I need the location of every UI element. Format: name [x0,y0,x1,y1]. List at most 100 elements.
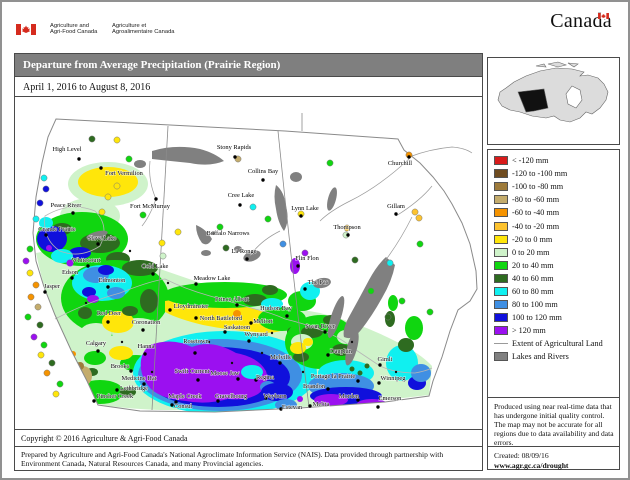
station-dot [426,308,434,316]
station-dot [98,208,106,216]
minor-station-dot [270,331,274,335]
legend-item: -60 to -40 mm [494,206,617,219]
city-dot [261,178,265,182]
legend-color-swatch [494,169,508,179]
city-dot [235,303,239,307]
city-label: Moose Jaw [211,370,240,377]
city-dot [77,157,81,161]
city-dot [194,282,198,286]
legend-list: < -120 mm -120 to -100 mm -100 to -80 mm -8… [494,154,617,364]
canada-flag-icon [16,24,36,35]
station-dot [32,281,40,289]
station-dot [48,359,56,367]
city-label: Red Deer [97,310,122,317]
station-dot [416,240,424,248]
city-dot [285,314,289,318]
city-dot [377,381,381,385]
station-dot [384,313,392,321]
city-dot [326,353,330,357]
copyright-text: Copyright © 2016 Agriculture & Agri-Food… [15,429,482,446]
legend-line-swatch [494,343,508,345]
legend-item: -100 to -80 mm [494,180,617,193]
legend-color-swatch [494,300,508,310]
legend-label: -80 to -60 mm [512,195,560,205]
city-dot [193,351,197,355]
legend-item: -120 to -100 mm [494,167,617,180]
city-label: Thompson [333,224,361,231]
city-label: Whitecourt [72,257,101,264]
legend-color-swatch [494,326,508,336]
legend-color-swatch [494,208,508,218]
city-layer: High Level Fort Vermilion Stony Rapids Coll… [38,144,413,412]
dept-name-french: Agriculture et Agroalimentaire Canada [112,23,175,36]
legend-label: 20 to 40 mm [512,260,554,270]
city-label: Cree Lake [228,192,255,199]
legend-item: -20 to 0 mm [494,233,617,246]
city-dot [308,404,312,408]
city-label: Fort McMurray [130,203,171,210]
city-label: Emerson [379,395,403,402]
city-dot [346,233,350,237]
station-dot [326,159,334,167]
legend-color-swatch [494,156,508,166]
station-dot [40,174,48,182]
city-dot [142,382,146,386]
station-dot [301,249,309,257]
legend-label: -20 to 0 mm [512,234,553,244]
city-label: Estevan [282,404,303,411]
station-dot [264,215,272,223]
city-label: Flin Flon [295,255,319,262]
legend-item: > 120 mm [494,324,617,337]
station-dot [113,136,121,144]
city-label: Collins Bay [248,168,279,175]
city-dot [115,388,119,392]
city-label: High Level [53,146,82,153]
station-dot [139,211,147,219]
legend-label: 100 to 120 mm [512,313,562,323]
station-dot [216,223,224,231]
minor-station-dot [394,370,398,374]
station-dot [22,257,30,265]
legend-item: Extent of Agricultural Land [494,337,617,350]
city-label: Swan River [305,323,336,330]
station-dot [104,193,112,201]
station-dot [351,256,359,264]
drought-url: www.agr.gc.ca/drought [494,461,569,470]
station-dot [30,333,38,341]
city-dot [245,257,249,261]
city-dot [141,328,145,332]
precipitation-field [36,162,432,412]
legend-label: -120 to -100 mm [512,169,568,179]
city-label: Grande Prairie [38,226,76,233]
city-dot [70,276,74,280]
city-label: Coronation [132,319,162,326]
station-dot [113,182,121,190]
city-label: La Ronge [231,248,256,255]
city-dot [71,211,75,215]
map-date-range: April 1, 2016 to August 8, 2016 [15,78,482,97]
minor-station-dot [150,370,154,374]
city-dot [223,330,227,334]
city-label: Jasper [44,283,61,290]
prepared-by-text: Prepared by Agriculture and Agri-Food Ca… [15,446,482,470]
station-dots-layer [22,135,434,398]
city-dot [96,242,100,246]
legend-label: -40 to -20 mm [512,221,560,231]
city-label: Edmonton [99,277,126,284]
legend-label: 60 to 80 mm [512,286,554,296]
city-label: Stony Rapids [217,144,252,151]
station-dot [415,214,423,222]
station-dot [26,269,34,277]
city-dot [151,272,155,276]
city-label: Lynn Lake [291,205,319,212]
city-dot [278,361,282,365]
station-dot [42,185,50,193]
agricultural-extent-line [44,206,433,374]
city-dot [264,396,268,400]
city-dot [44,233,48,237]
legend-item: 40 to 60 mm [494,272,617,285]
legend-item: 0 to 20 mm [494,246,617,259]
city-label: Wynyard [244,331,268,338]
city-label: Medicine Hat [122,375,157,382]
city-label: Meadow Lake [194,275,231,282]
